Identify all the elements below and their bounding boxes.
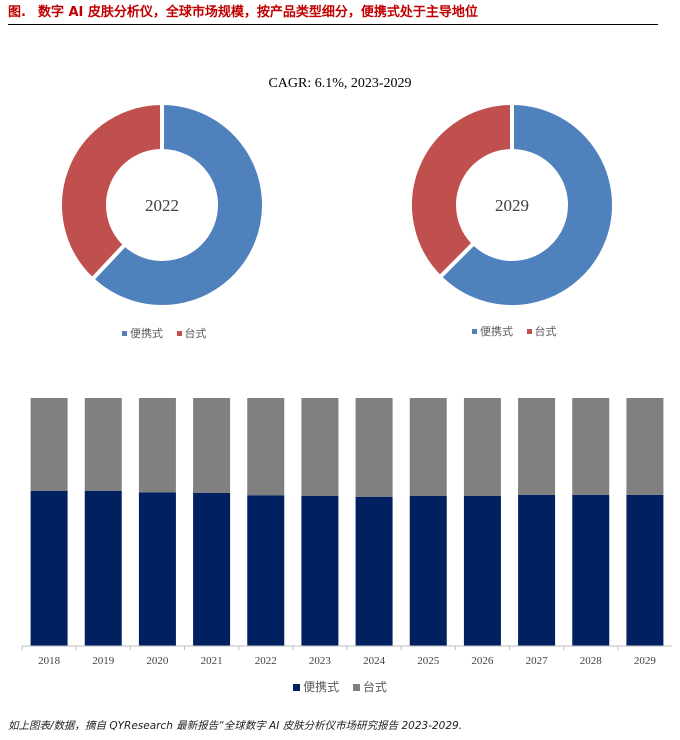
x-tick-label: 2023 (309, 655, 332, 667)
donut-slice-portable (437, 100, 616, 309)
x-tick-label: 2025 (417, 655, 440, 667)
donut-slice-portable (89, 100, 266, 309)
legend-item-desktop: 台式 (352, 680, 387, 694)
bar-segment-desktop (30, 398, 68, 491)
bar-segment-desktop (626, 398, 664, 495)
x-tick-label: 2018 (38, 655, 61, 667)
bar-segment-portable (463, 495, 501, 646)
bar-segment-desktop (355, 398, 393, 497)
donut-legend-2022: 便携式 台式 (122, 325, 217, 341)
bar-segment-portable (409, 495, 447, 646)
donut-center-label: 2022 (145, 196, 179, 215)
legend-swatch-portable (122, 330, 127, 336)
bar-segment-portable (84, 491, 122, 646)
bar-segment-desktop (301, 398, 339, 496)
figure-label: 图. (8, 5, 26, 20)
legend-label-desktop: 台式 (362, 680, 387, 694)
legend-item-portable: 便携式 (122, 327, 163, 340)
legend-label-portable: 便携式 (480, 325, 513, 338)
figure-header: 图. 数字 AI 皮肤分析仪，全球市场规模，按产品类型细分，便携式处于主导地位 (8, 4, 658, 25)
bar-segment-desktop (247, 398, 285, 496)
legend-item-desktop: 台式 (176, 327, 207, 340)
bar-segment-portable (301, 495, 339, 646)
bar-segment-portable (355, 496, 393, 646)
donut-center-label: 2029 (495, 196, 529, 215)
bar-segment-portable (193, 492, 231, 646)
bar-segment-desktop (518, 398, 556, 495)
donut-chart-2029: 2029 (408, 100, 616, 309)
bar-segment-portable (572, 494, 610, 646)
bar-segment-desktop (138, 398, 176, 493)
x-tick-label: 2029 (634, 655, 657, 667)
legend-label-desktop: 台式 (534, 325, 557, 338)
bar-segment-desktop (572, 398, 610, 495)
stacked-bar-chart: 2018 2019 2020 2021 2022 2023 2024 2025 2026 2027… (21, 398, 672, 667)
donut-chart-2022: 2022 (58, 100, 266, 309)
bar-segment-portable (138, 492, 176, 646)
legend-swatch-desktop (526, 328, 532, 334)
cagr-label: CAGR: 6.1%, 2023-2029 (268, 76, 412, 91)
legend-item-portable: 便携式 (293, 680, 339, 694)
bar-segment-desktop (193, 398, 231, 493)
x-tick-label: 2022 (255, 655, 277, 667)
x-tick-label: 2021 (201, 655, 223, 667)
legend-label-portable: 便携式 (303, 680, 340, 694)
bar-segment-desktop (409, 398, 447, 496)
bar-segment-portable (247, 495, 285, 646)
x-tick-label: 2028 (580, 655, 603, 667)
bar-segment-portable (518, 494, 556, 646)
bar-segment-desktop (463, 398, 501, 496)
x-tick-label: 2027 (526, 655, 549, 667)
bar-segment-desktop (84, 398, 122, 491)
source-note: 如上图表/数据，摘自 QYResearch 最新报告“全球数字 AI 皮肤分析仪… (8, 720, 463, 732)
bar-legend: 便携式 台式 (0, 678, 680, 695)
donut-slice-desktop (408, 100, 514, 280)
figure-title: 数字 AI 皮肤分析仪，全球市场规模，按产品类型细分，便携式处于主导地位 (37, 5, 478, 20)
legend-item-desktop: 台式 (526, 325, 557, 338)
bar-segment-portable (626, 494, 664, 646)
bar-segment-portable (30, 491, 68, 646)
legend-swatch-desktop (176, 330, 182, 336)
legend-swatch-portable (472, 328, 477, 334)
legend-label-desktop: 台式 (184, 327, 207, 340)
donut-slice-desktop (58, 100, 164, 283)
legend-item-portable: 便携式 (472, 325, 513, 338)
legend-swatch-portable (293, 683, 301, 691)
x-tick-label: 2026 (471, 655, 494, 667)
legend-label-portable: 便携式 (130, 327, 163, 340)
legend-swatch-desktop (352, 683, 360, 691)
x-tick-label: 2019 (92, 655, 115, 667)
x-tick-label: 2020 (146, 655, 169, 667)
donut-legend-2029: 便携式 台式 (472, 323, 567, 339)
x-tick-label: 2024 (363, 655, 386, 667)
